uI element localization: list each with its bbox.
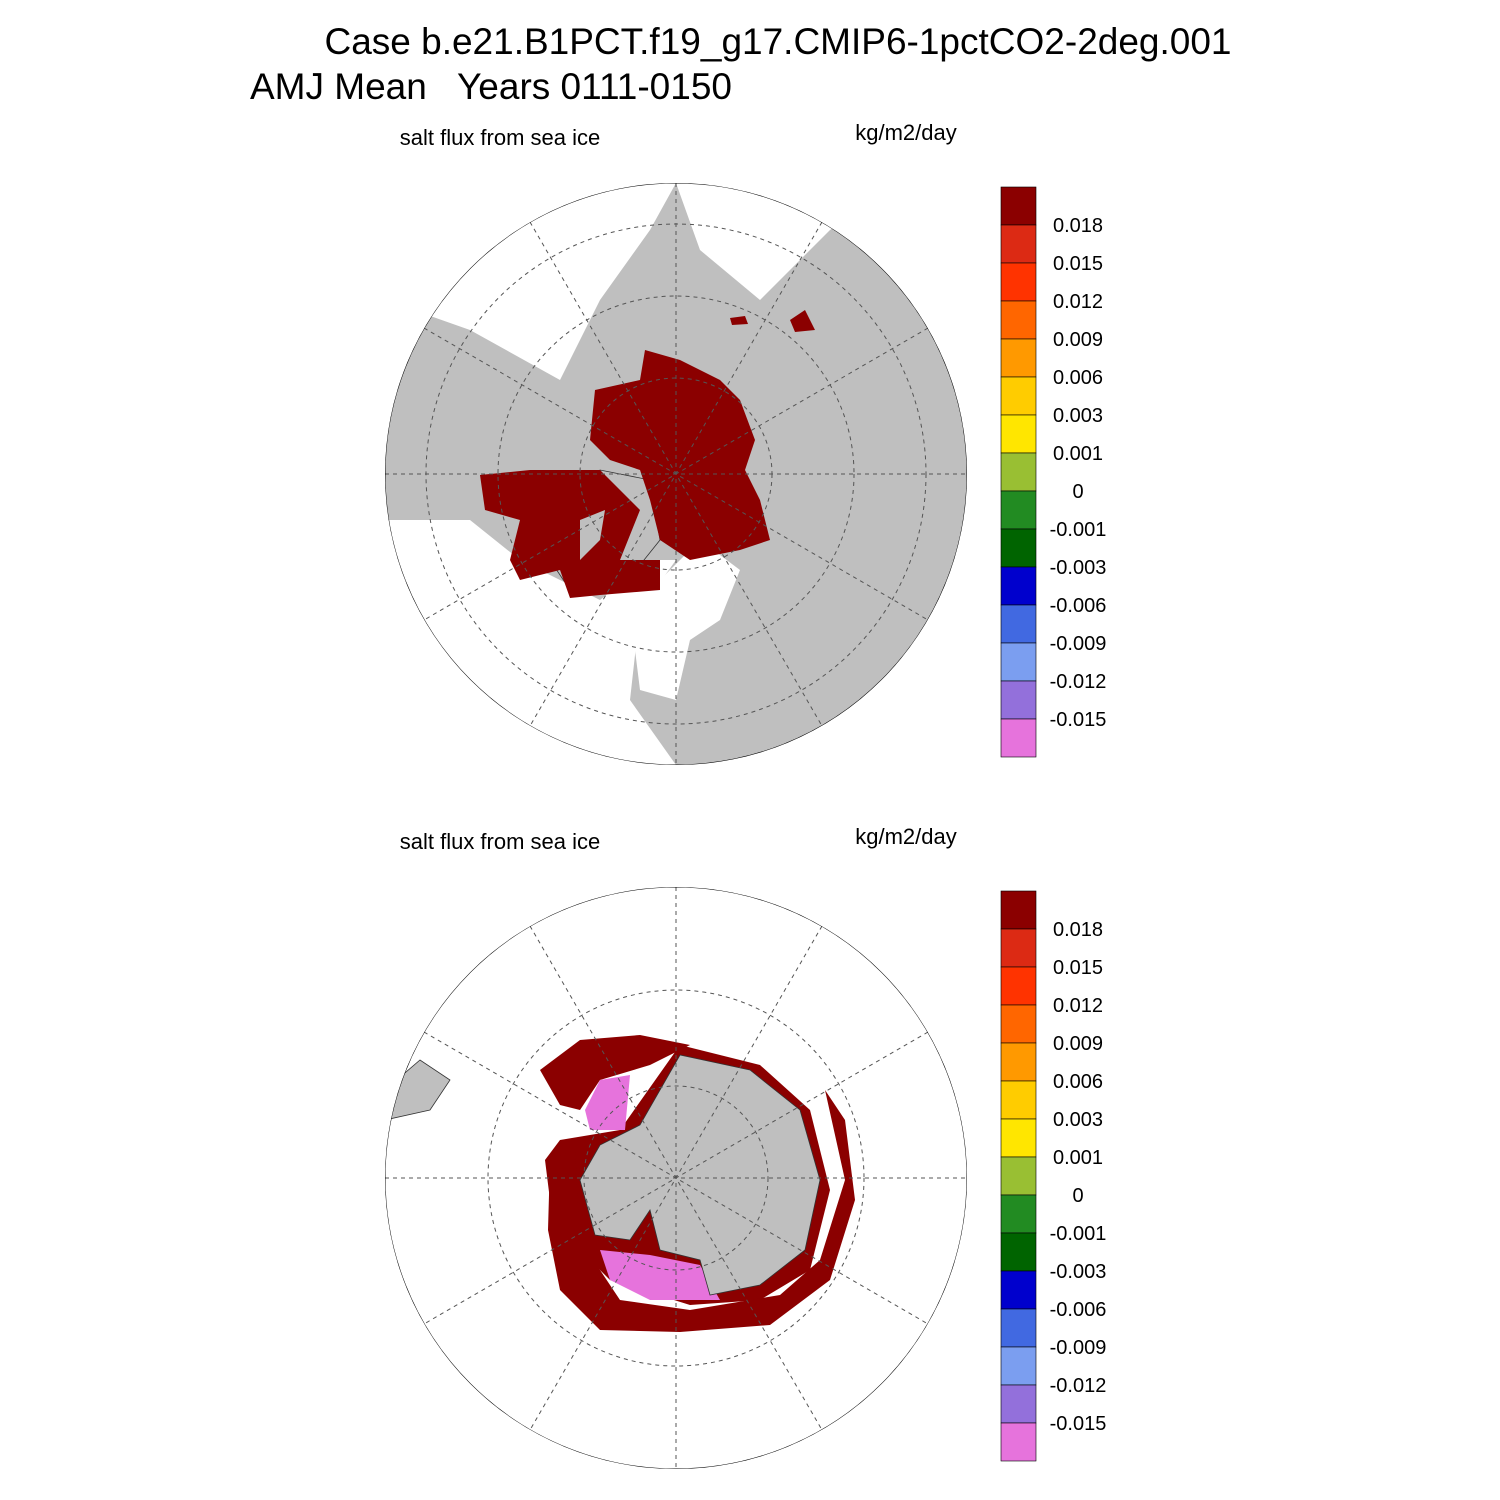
units-label: kg/m2/day <box>855 120 957 145</box>
subtitle: AMJ Mean Years 0111-0150 <box>250 66 732 107</box>
colorbar-box <box>1000 414 1037 454</box>
colorbar-box <box>1000 890 1037 930</box>
colorbar-label: 0.015 <box>1053 957 1103 979</box>
colorbar-box <box>1000 452 1037 492</box>
colorbar-label: -0.012 <box>1050 671 1107 693</box>
panel-label: salt flux from sea ice <box>400 829 601 854</box>
colorbar-label: 0.018 <box>1053 215 1103 237</box>
colorbar-label: -0.015 <box>1050 709 1107 731</box>
colorbar-label: -0.003 <box>1050 557 1107 579</box>
colorbar-box <box>1000 1232 1037 1272</box>
colorbar-label: 0.012 <box>1053 995 1103 1017</box>
colorbar-label: 0.009 <box>1053 1033 1103 1055</box>
colorbar-box <box>1000 1422 1037 1462</box>
colorbar-label: 0 <box>1072 1185 1083 1207</box>
colorbar-label: 0.018 <box>1053 919 1103 941</box>
colorbar-label: 0.001 <box>1053 1147 1103 1169</box>
colorbar-box <box>1000 1384 1037 1424</box>
colorbar-box <box>1000 1080 1037 1120</box>
colorbar-box <box>1000 186 1037 226</box>
colorbar-box <box>1000 1346 1037 1386</box>
title: Case b.e21.B1PCT.f19_g17.CMIP6-1pctCO2-2… <box>324 21 1231 62</box>
colorbar-label: 0.003 <box>1053 405 1103 427</box>
colorbar-box <box>1000 1004 1037 1044</box>
colorbar-box <box>1000 376 1037 416</box>
colorbar-box <box>1000 604 1037 644</box>
colorbar-label: -0.003 <box>1050 1261 1107 1283</box>
colorbar-box <box>1000 528 1037 568</box>
colorbar-box <box>1000 300 1037 340</box>
colorbar-label: 0.009 <box>1053 329 1103 351</box>
colorbar-label: -0.006 <box>1050 595 1107 617</box>
colorbar-box <box>1000 1194 1037 1234</box>
colorbar-box <box>1000 1118 1037 1158</box>
colorbar-label: 0.006 <box>1053 1071 1103 1093</box>
colorbar-box <box>1000 566 1037 606</box>
colorbar-box <box>1000 338 1037 378</box>
colorbar-label: -0.012 <box>1050 1375 1107 1397</box>
colorbar-label: 0.006 <box>1053 367 1103 389</box>
panel-label: salt flux from sea ice <box>400 125 601 150</box>
colorbar-box <box>1000 1308 1037 1348</box>
colorbar-box <box>1000 1270 1037 1310</box>
colorbar-label: -0.001 <box>1050 519 1107 541</box>
colorbar-label: 0.012 <box>1053 291 1103 313</box>
colorbar-box <box>1000 490 1037 530</box>
colorbar-label: -0.009 <box>1050 633 1107 655</box>
colorbar-box <box>1000 1042 1037 1082</box>
colorbar-label: 0.003 <box>1053 1109 1103 1131</box>
colorbar-box <box>1000 642 1037 682</box>
colorbar-label: 0 <box>1072 481 1083 503</box>
colorbar-box <box>1000 718 1037 758</box>
colorbar-box <box>1000 224 1037 264</box>
colorbar-box <box>1000 262 1037 302</box>
colorbar-box <box>1000 1156 1037 1196</box>
colorbar-box <box>1000 966 1037 1006</box>
colorbar-label: -0.009 <box>1050 1337 1107 1359</box>
units-label: kg/m2/day <box>855 824 957 849</box>
colorbar-label: -0.006 <box>1050 1299 1107 1321</box>
colorbar-box <box>1000 928 1037 968</box>
arctic-map <box>385 183 967 765</box>
antarctic-map <box>385 887 967 1469</box>
colorbar-label: -0.001 <box>1050 1223 1107 1245</box>
colorbar-label: -0.015 <box>1050 1413 1107 1435</box>
colorbar-label: 0.015 <box>1053 253 1103 275</box>
colorbar-box <box>1000 680 1037 720</box>
colorbar-label: 0.001 <box>1053 443 1103 465</box>
